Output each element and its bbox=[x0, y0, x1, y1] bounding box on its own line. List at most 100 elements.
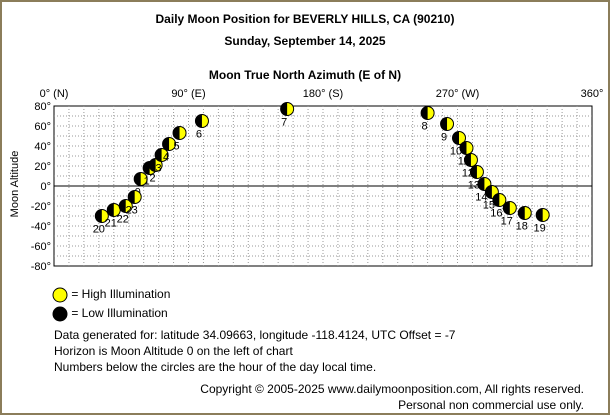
moon-point: 8 bbox=[420, 106, 435, 133]
hour-label: 10 bbox=[450, 146, 462, 158]
info-horizon: Horizon is Moon Altitude 0 on the left o… bbox=[54, 344, 293, 358]
moon-point: 21 bbox=[105, 203, 121, 230]
moon-point: 7 bbox=[280, 102, 295, 129]
high-illumination-icon bbox=[52, 287, 68, 303]
moon-point: 10 bbox=[450, 131, 466, 158]
hour-label: 5 bbox=[173, 141, 179, 153]
x-tick-label: 180° (S) bbox=[303, 88, 343, 100]
hour-label: 8 bbox=[422, 121, 428, 133]
hour-label: 18 bbox=[516, 221, 528, 233]
moon-shadow bbox=[173, 126, 180, 140]
moon-shadow bbox=[492, 193, 500, 207]
moon-shadow bbox=[518, 206, 525, 220]
moon-shadow bbox=[440, 117, 448, 131]
moon-point: 5 bbox=[172, 126, 187, 153]
moon-point: 20 bbox=[93, 209, 109, 236]
moon-shadow bbox=[149, 158, 156, 172]
moon-shadow bbox=[503, 201, 510, 215]
y-tick-label: 60° bbox=[34, 121, 51, 133]
moon-point: 6 bbox=[194, 114, 209, 141]
moon-shadow bbox=[536, 208, 543, 222]
moon-shadow bbox=[195, 114, 202, 128]
moon-point: 3 bbox=[154, 148, 169, 175]
moon-shadow bbox=[119, 199, 126, 213]
moon-point: 13 bbox=[468, 165, 484, 192]
moon-point: 4 bbox=[162, 137, 177, 164]
moon-shadow bbox=[421, 106, 428, 120]
hour-label: 4 bbox=[163, 152, 169, 164]
legend-low-label: = Low Illumination bbox=[71, 306, 168, 321]
moon-points: 01234567891011121314151617181920212223 bbox=[93, 102, 550, 236]
moon-shadow bbox=[485, 185, 492, 199]
moon-point: 14 bbox=[475, 177, 492, 204]
y-tick-label: 20° bbox=[34, 161, 51, 173]
hour-label: 14 bbox=[475, 192, 487, 204]
moon-shadow bbox=[107, 203, 114, 217]
hour-label: 9 bbox=[441, 132, 447, 144]
hour-label: 11 bbox=[458, 156, 469, 168]
hour-label: 23 bbox=[126, 205, 138, 217]
hour-label: 20 bbox=[93, 224, 105, 236]
moon-point: 22 bbox=[117, 199, 133, 226]
hour-label: 17 bbox=[501, 216, 513, 228]
y-tick-label: 40° bbox=[34, 141, 51, 153]
hour-label: 15 bbox=[483, 200, 495, 212]
moon-shadow bbox=[280, 102, 288, 116]
low-illumination-icon bbox=[52, 306, 68, 322]
copyright-text: Copyright © 2005-2025 www.dailymoonposit… bbox=[200, 382, 584, 396]
moon-shadow bbox=[134, 172, 141, 186]
x-tick-label: 0° (N) bbox=[40, 88, 69, 100]
moon-point: 11 bbox=[458, 141, 474, 168]
moon-point: 18 bbox=[516, 206, 532, 233]
moon-point: 15 bbox=[483, 185, 499, 212]
y-tick-label: -20° bbox=[31, 201, 51, 213]
usage-notice: Personal non commercial use only. bbox=[398, 398, 584, 412]
hour-label: 3 bbox=[156, 163, 162, 175]
hour-label: 6 bbox=[196, 129, 202, 141]
date-subtitle: Sunday, September 14, 2025 bbox=[224, 34, 386, 48]
moon-shadow bbox=[470, 165, 477, 179]
hour-label: 13 bbox=[468, 180, 480, 192]
legend-high-label: = High Illumination bbox=[71, 287, 171, 302]
moon-point: 17 bbox=[501, 201, 517, 228]
info-location: Data generated for: latitude 34.09663, l… bbox=[54, 328, 456, 342]
y-tick-label: 80° bbox=[34, 101, 51, 113]
page-title: Daily Moon Position for BEVERLY HILLS, C… bbox=[155, 12, 455, 26]
y-tick-label: 0° bbox=[40, 181, 51, 193]
axis-labels: 0° (N) 90° (E) 180° (S) 270° (W) 360°80°60°4… bbox=[31, 88, 604, 273]
hour-label: 7 bbox=[281, 117, 287, 129]
grid-lines bbox=[53, 105, 593, 267]
moon-shadow bbox=[477, 177, 485, 191]
moon-shadow bbox=[459, 141, 467, 155]
moon-point: 9 bbox=[440, 117, 455, 144]
x-tick-label: 90° (E) bbox=[171, 88, 205, 100]
hour-label: 19 bbox=[534, 223, 546, 235]
hour-label: 1 bbox=[144, 176, 150, 188]
moon-shadow bbox=[162, 137, 170, 151]
hour-label: 22 bbox=[117, 214, 129, 226]
moon-shadow bbox=[128, 190, 135, 204]
hour-label: 16 bbox=[490, 208, 502, 220]
moon-shadow bbox=[464, 153, 471, 167]
moon-point: 23 bbox=[126, 190, 142, 217]
x-tick-label: 360° bbox=[581, 88, 604, 100]
moon-shadow bbox=[155, 148, 162, 162]
hour-label: 2 bbox=[150, 173, 156, 185]
y-tick-label: -80° bbox=[31, 261, 51, 273]
moon-point: 19 bbox=[534, 208, 550, 235]
legend-high: = High Illumination bbox=[52, 287, 170, 303]
moon-point: 16 bbox=[490, 193, 507, 220]
y-tick-label: -60° bbox=[31, 241, 51, 253]
y-tick-label: -40° bbox=[31, 221, 51, 233]
legend-low: = Low Illumination bbox=[52, 306, 168, 322]
chart-title: Moon True North Azimuth (E of N) bbox=[208, 68, 402, 82]
hour-label: 21 bbox=[105, 218, 117, 230]
moon-shadow bbox=[95, 209, 102, 223]
info-hours: Numbers below the circles are the hour o… bbox=[54, 360, 377, 374]
x-tick-label: 270° (W) bbox=[436, 88, 480, 100]
moon-shadow bbox=[452, 131, 459, 145]
y-axis-label: Moon Altitude bbox=[9, 151, 21, 218]
moon-shadow bbox=[143, 161, 150, 175]
